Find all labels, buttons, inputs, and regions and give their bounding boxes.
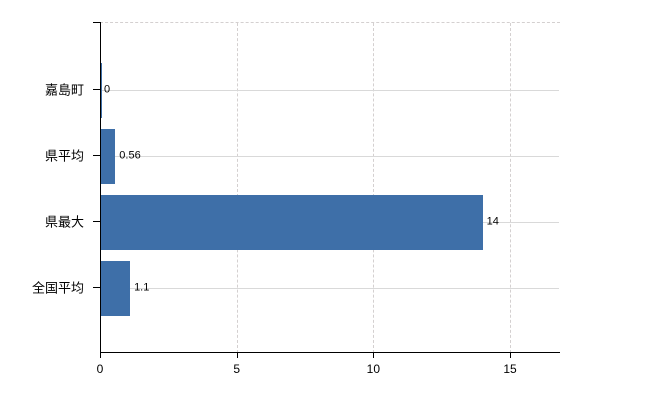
row-gridline	[100, 288, 559, 289]
x-axis-tick	[100, 352, 101, 358]
y-axis-line	[100, 22, 101, 358]
x-axis-tick	[236, 352, 238, 358]
plot-area: 0 0.56 14 1.1	[100, 22, 560, 353]
row-gridline	[100, 90, 559, 91]
x-tick-label: 0	[96, 362, 104, 376]
bar	[100, 260, 131, 316]
bar	[100, 194, 483, 250]
y-axis-tick	[93, 221, 100, 222]
x-axis-line	[100, 352, 560, 353]
x-tick-label: 5	[233, 362, 240, 376]
bar-value-label: 0.56	[119, 149, 141, 162]
category-label: 全国平均	[31, 280, 84, 296]
vertical-gridline	[236, 23, 238, 353]
vertical-gridline	[510, 23, 511, 353]
y-axis-tick	[93, 155, 100, 156]
category-label: 県平均	[44, 148, 84, 164]
y-axis-labels: 嘉島町県平均県最大全国平均	[0, 22, 88, 352]
bar	[100, 128, 116, 184]
x-tick-label: 10	[366, 362, 381, 376]
row-gridline	[100, 156, 559, 157]
bar-value-label: 14	[486, 215, 499, 228]
bar-value-label: 1.1	[134, 281, 150, 294]
category-label: 県最大	[44, 214, 84, 230]
x-axis-tick	[510, 352, 511, 358]
y-axis-tick	[93, 287, 100, 288]
x-axis-tick	[373, 352, 375, 358]
y-axis-top-tick	[93, 22, 100, 23]
bar-value-label: 0	[104, 83, 111, 96]
y-axis-tick	[93, 89, 100, 90]
category-label: 嘉島町	[44, 82, 84, 98]
x-tick-label: 15	[503, 362, 517, 376]
vertical-gridline	[373, 23, 375, 353]
